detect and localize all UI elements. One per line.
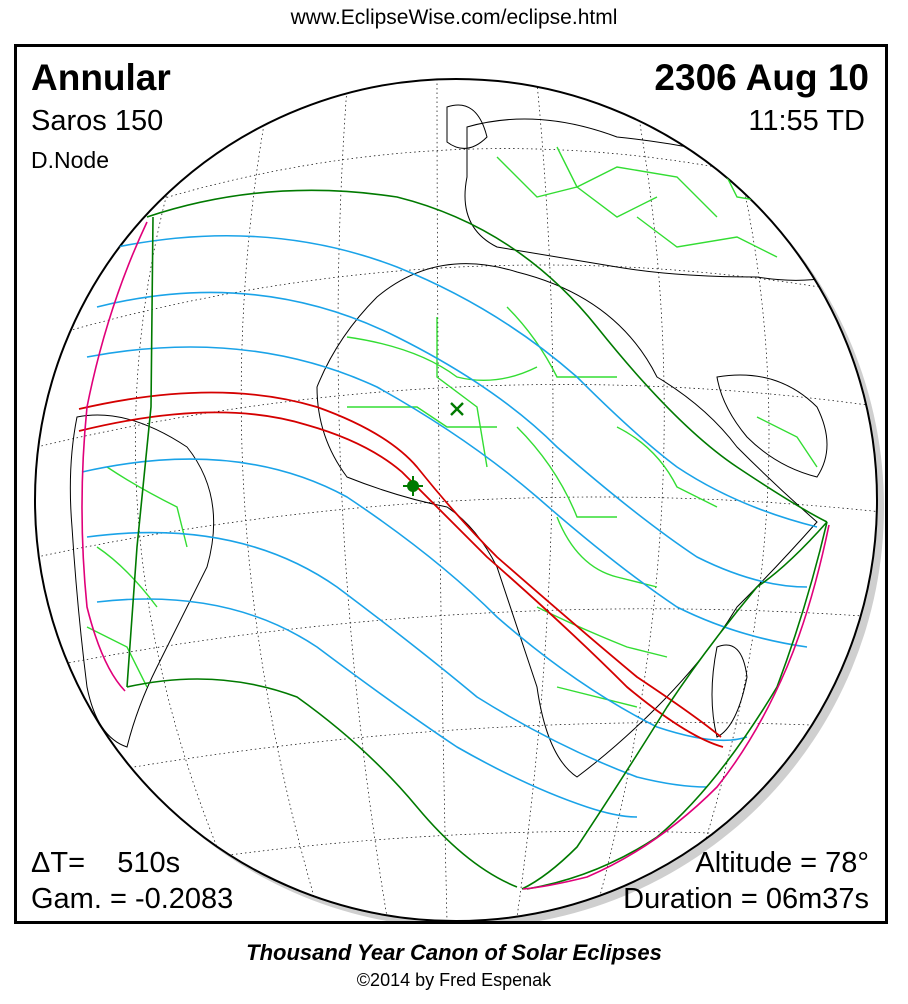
source-url[interactable]: www.EclipseWise.com/eclipse.html (290, 6, 618, 29)
magnitude-lines (81, 234, 818, 818)
northern-limit (146, 189, 828, 523)
africa-coast (316, 263, 818, 778)
delta-t: ΔT= 510s (31, 847, 181, 879)
gamma-value: Gam. = -0.2083 (31, 883, 234, 915)
greatest-eclipse-marker (403, 476, 423, 496)
central-path-south-limit (78, 411, 724, 748)
subsolar-point-marker (450, 402, 464, 416)
arabia-coast (716, 374, 828, 478)
canon-title: Thousand Year Canon of Solar Eclipses (246, 940, 662, 965)
graticule (36, 79, 877, 921)
western-limit (126, 216, 154, 688)
rise-set-curves (81, 221, 830, 890)
central-path (78, 391, 724, 748)
penumbral-limits (126, 189, 828, 890)
central-path-north-limit (78, 391, 722, 738)
globe (34, 78, 878, 921)
node-label: D.Node (31, 147, 109, 173)
britain-coast (446, 104, 488, 149)
eclipse-date: 2306 Aug 10 (654, 57, 869, 98)
copyright: ©2014 by Fred Espenak (356, 970, 552, 990)
eastern-limit (521, 521, 828, 890)
south-america-coast (69, 414, 215, 748)
saros-number: Saros 150 (31, 105, 164, 137)
eclipse-map-panel: Annular Saros 150 D.Node 2306 Aug 10 11:… (14, 44, 888, 924)
duration-value: Duration = 06m37s (623, 883, 869, 915)
eclipse-time: 11:55 TD (748, 105, 865, 137)
eclipse-type: Annular (31, 57, 171, 98)
altitude-value: Altitude = 78° (695, 847, 869, 879)
southern-limit (126, 678, 518, 888)
madagascar-coast (711, 644, 748, 738)
globe-map (34, 78, 884, 921)
